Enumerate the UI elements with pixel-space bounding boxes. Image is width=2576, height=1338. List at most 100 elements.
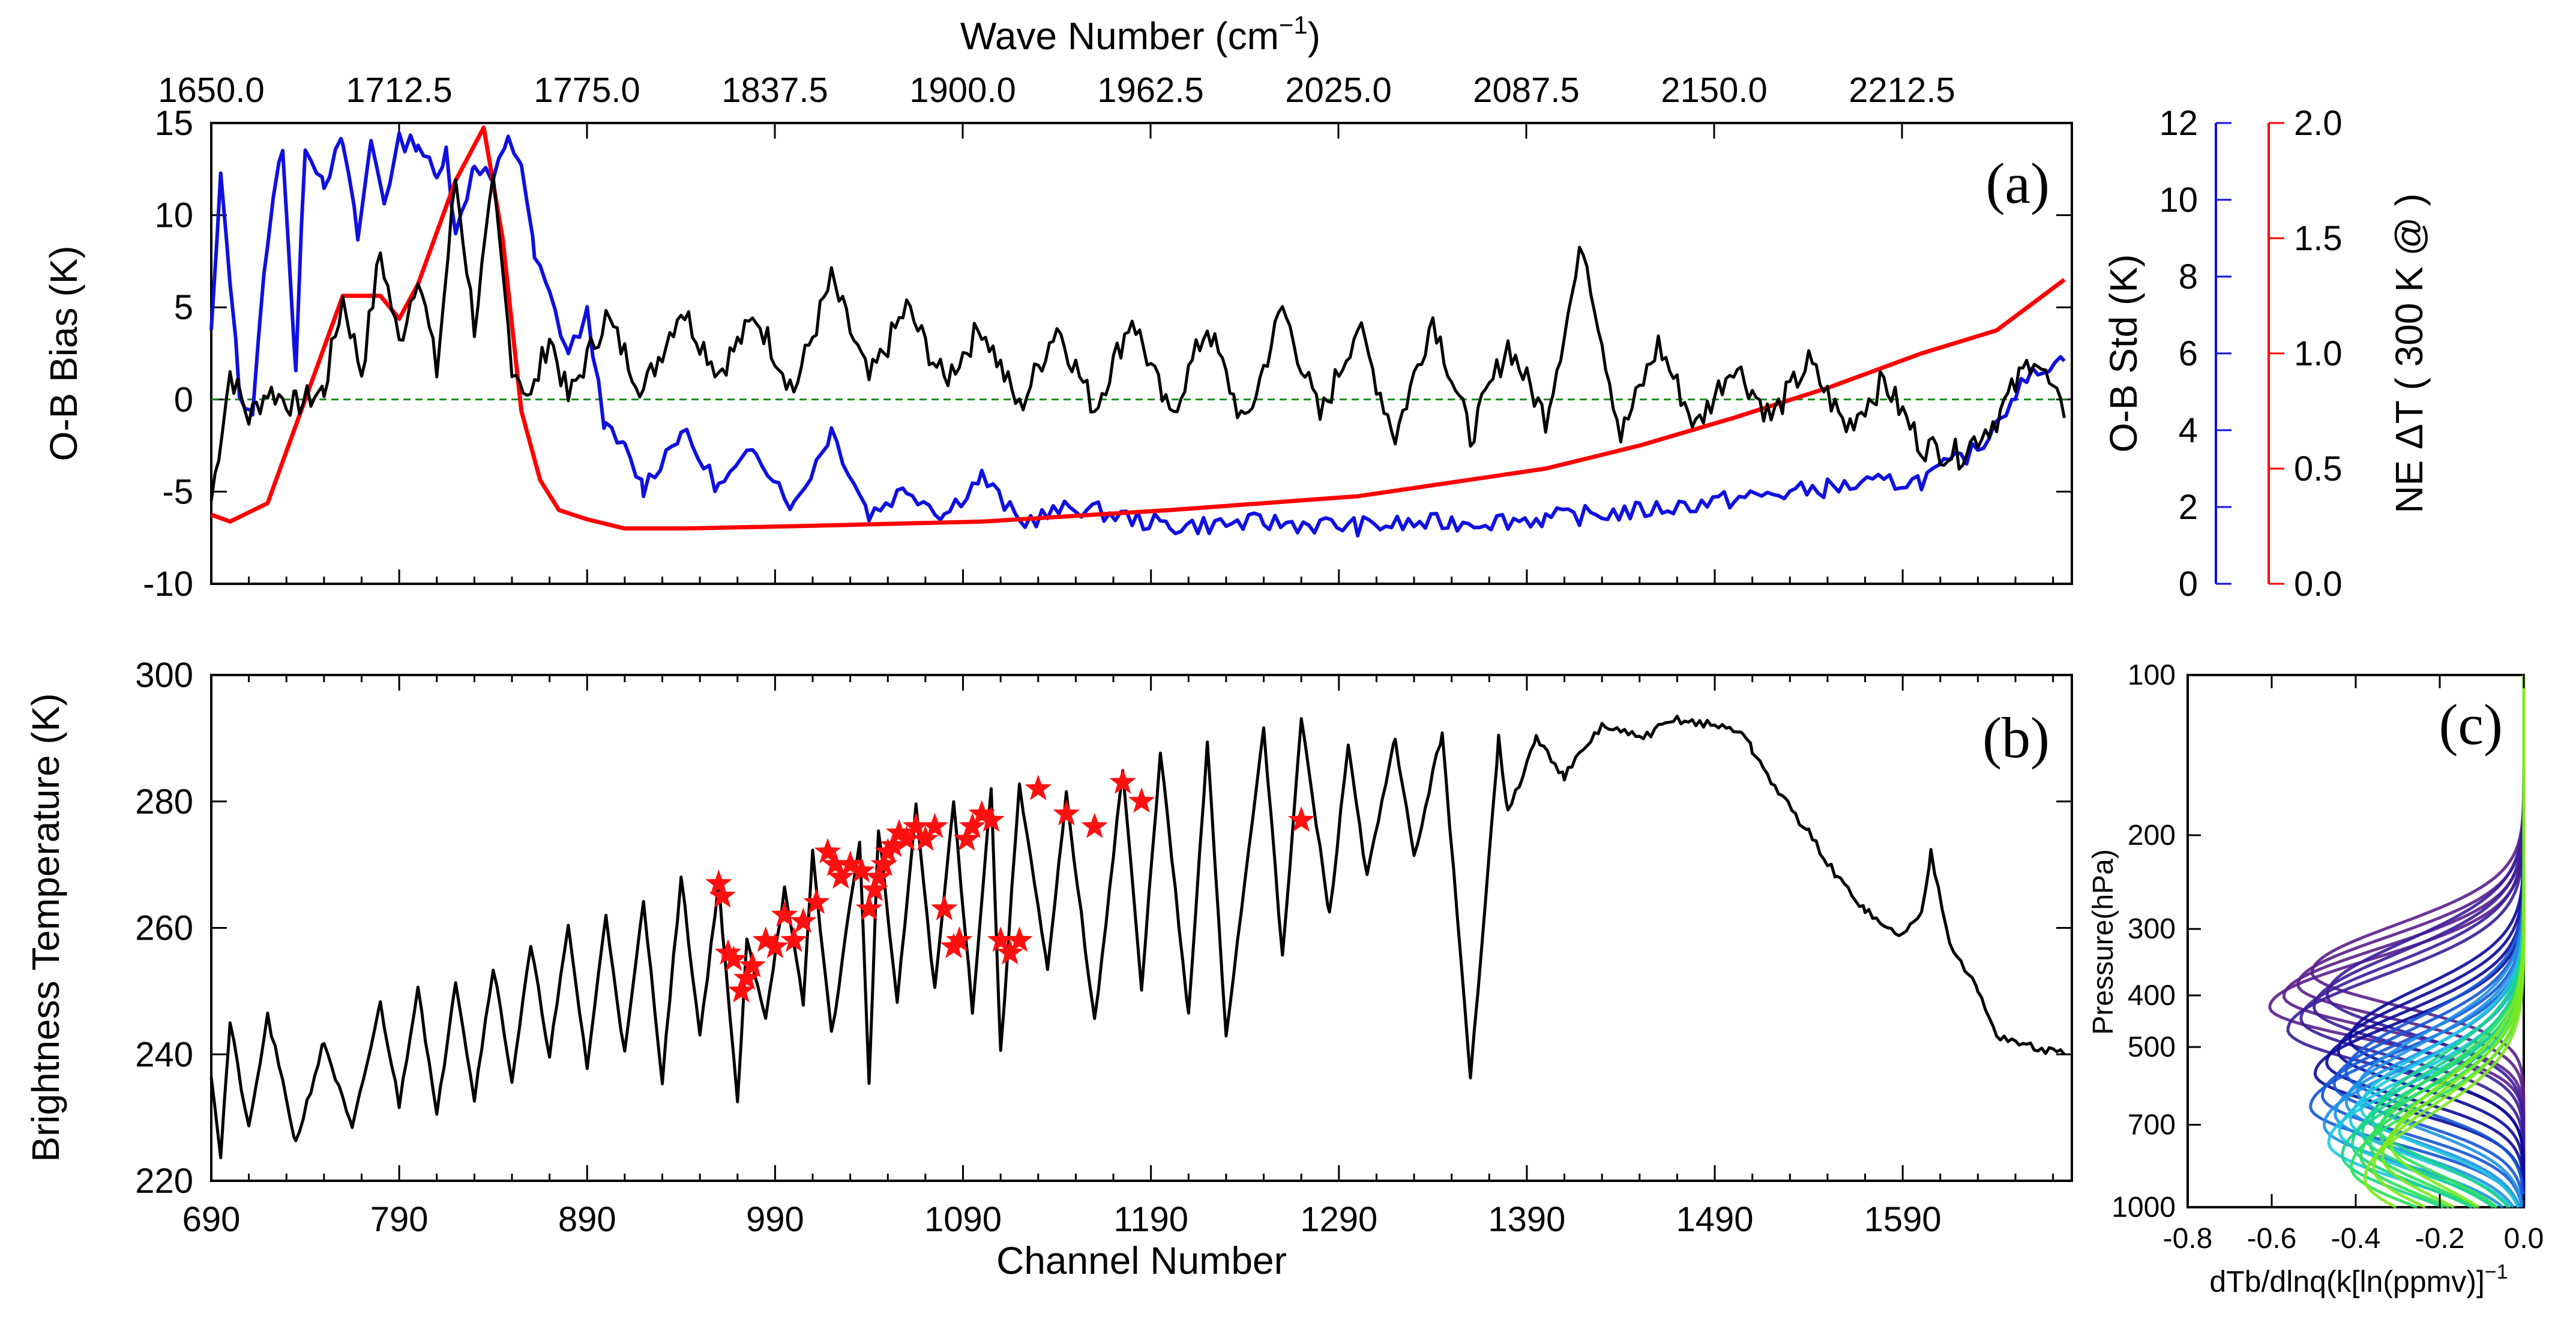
right-axis-std: 0 2 4 6 8 10 12 <box>2159 104 2231 604</box>
bias-series-line <box>209 173 2066 502</box>
top-tick-label: 1775.0 <box>534 71 640 110</box>
selected-channel-star <box>953 825 981 851</box>
selected-channel-star <box>978 806 1005 832</box>
selected-channel-star <box>912 825 939 851</box>
selected-channel-star <box>802 888 830 914</box>
std-tick-label: 12 <box>2159 104 2198 143</box>
c-y-tick-label: 100 <box>2128 659 2176 691</box>
selected-channel-star <box>739 952 766 977</box>
b-x-tick-label: 990 <box>746 1200 804 1239</box>
top-tick-label: 2212.5 <box>1849 71 1955 110</box>
c-x-axis-ticks: -0.8 -0.6 -0.4 -0.2 0.0 <box>2163 675 2544 1255</box>
ne-tick-label: 1.5 <box>2294 219 2343 258</box>
selected-channel-star <box>1109 768 1137 794</box>
panel-b: 220 240 260 280 300 690 790 890 990 1090 1190 1290… <box>24 656 2073 1282</box>
panel-c-label: (c) <box>2439 692 2503 757</box>
std-tick-label: 8 <box>2179 257 2198 296</box>
c-y-tick-label: 700 <box>2128 1109 2176 1141</box>
top-tick-label: 2087.5 <box>1473 71 1579 110</box>
b-x-tick-label: 1090 <box>924 1200 1002 1239</box>
std-tick-label: 10 <box>2159 181 2198 220</box>
left-tick-label: -5 <box>162 472 193 511</box>
b-x-tick-label: 1390 <box>1488 1200 1565 1239</box>
jacobian-profiles <box>2268 675 2526 1209</box>
top-tick-label: 2150.0 <box>1661 71 1767 110</box>
c-y-axis-ticks: 100 200 300 400 500 700 1000 <box>2111 659 2201 1223</box>
b-y-tick-label: 260 <box>135 909 193 948</box>
selected-channel-star <box>780 926 807 952</box>
c-y-tick-label: 1000 <box>2111 1192 2176 1223</box>
left-axis-label: O-B Bias (K) <box>42 245 85 461</box>
top-tick-label: 1837.5 <box>721 71 828 110</box>
ne-tick-label: 2.0 <box>2294 104 2343 143</box>
left-tick-label: -10 <box>143 565 193 604</box>
ne-tick-label: 0.0 <box>2294 565 2343 604</box>
ne-tick-label: 0.5 <box>2294 449 2343 488</box>
b-y-tick-label: 240 <box>135 1035 193 1074</box>
selected-channel-star <box>1053 800 1080 826</box>
b-x-tick-label: 1590 <box>1864 1200 1942 1239</box>
selected-channel-star <box>720 945 747 971</box>
top-tick-label: 1650.0 <box>158 71 264 110</box>
std-tick-label: 4 <box>2179 411 2198 450</box>
selected-channel-star <box>727 977 755 1003</box>
b-x-axis-label: Channel Number <box>996 1239 1287 1282</box>
selected-channel-star <box>789 907 817 933</box>
c-x-tick-label: -0.4 <box>2331 1223 2381 1255</box>
b-x-tick-label: 1290 <box>1300 1200 1377 1239</box>
selected-channel-star <box>1128 787 1155 813</box>
b-x-axis-ticks: 690 790 890 990 1090 1190 1290 1390 1490 1590 <box>182 675 2054 1239</box>
selected-channel-star <box>827 863 855 889</box>
b-x-tick-label: 1490 <box>1676 1200 1754 1239</box>
c-x-tick-label: -0.8 <box>2163 1223 2213 1255</box>
selected-channel-star <box>837 850 864 877</box>
std-series-line <box>209 131 2066 538</box>
selected-channel-star <box>996 939 1024 965</box>
top-tick-label: 1900.0 <box>909 71 1016 110</box>
selected-channel-star <box>814 838 841 864</box>
top-axis-ticks: 1650.0 1712.5 1775.0 1837.5 1900.0 1962.5 2025… <box>158 71 2054 584</box>
jacobian-profile-line <box>2363 675 2526 1209</box>
std-tick-label: 6 <box>2179 334 2198 373</box>
selected-channel-star <box>848 857 875 883</box>
top-tick-label: 1962.5 <box>1097 71 1203 110</box>
selected-channel-star <box>930 895 958 920</box>
selected-channel-star <box>771 901 798 927</box>
selected-channel-star <box>921 812 948 838</box>
c-y-tick-label: 300 <box>2128 913 2176 945</box>
selected-channel-star <box>958 812 986 838</box>
b-x-tick-label: 1190 <box>1113 1200 1188 1239</box>
b-x-tick-label: 690 <box>182 1200 241 1239</box>
panel-a-label: (a) <box>1985 151 2050 215</box>
left-tick-label: 0 <box>174 380 193 419</box>
brightness-temperature-line <box>209 715 2066 1159</box>
left-tick-label: 15 <box>154 104 193 143</box>
b-x-tick-label: 890 <box>558 1200 616 1239</box>
b-y-axis-label: Brightness Temperature (K) <box>24 693 67 1162</box>
b-y-tick-label: 220 <box>135 1162 193 1201</box>
b-x-tick-label: 790 <box>370 1200 429 1239</box>
c-y-tick-label: 400 <box>2128 980 2176 1012</box>
left-tick-label: 5 <box>174 288 193 327</box>
selected-channel-star <box>1287 806 1315 832</box>
selected-channel-star <box>945 926 973 952</box>
c-x-tick-label: -0.2 <box>2415 1223 2465 1255</box>
top-tick-label: 1712.5 <box>346 71 452 110</box>
left-axis-ticks: -10 -5 0 5 10 15 <box>143 104 2072 604</box>
selected-channel-markers <box>705 768 1315 1003</box>
panel-a: Wave Number (cm−1) 1650.0 1712.5 1775.0 183… <box>42 11 2431 604</box>
ne-axis-label: NE ΔT ( 300 K @ ) <box>2388 193 2431 513</box>
c-y-tick-label: 200 <box>2128 820 2176 851</box>
panel-c: 100 200 300 400 500 700 1000 -0.8 -0.6 -0.4 -0.2 0… <box>2087 659 2544 1298</box>
selected-channel-star <box>1081 812 1108 838</box>
selected-channel-star <box>705 869 732 895</box>
right-axis-ne: 0.0 0.5 1.0 1.5 2.0 <box>2268 104 2343 604</box>
c-y-tick-label: 500 <box>2128 1031 2176 1063</box>
selected-channel-star <box>1025 775 1052 800</box>
b-y-tick-label: 300 <box>135 656 193 695</box>
selected-channel-star <box>762 932 789 959</box>
selected-channel-star <box>865 863 892 889</box>
b-y-tick-label: 280 <box>135 782 193 821</box>
